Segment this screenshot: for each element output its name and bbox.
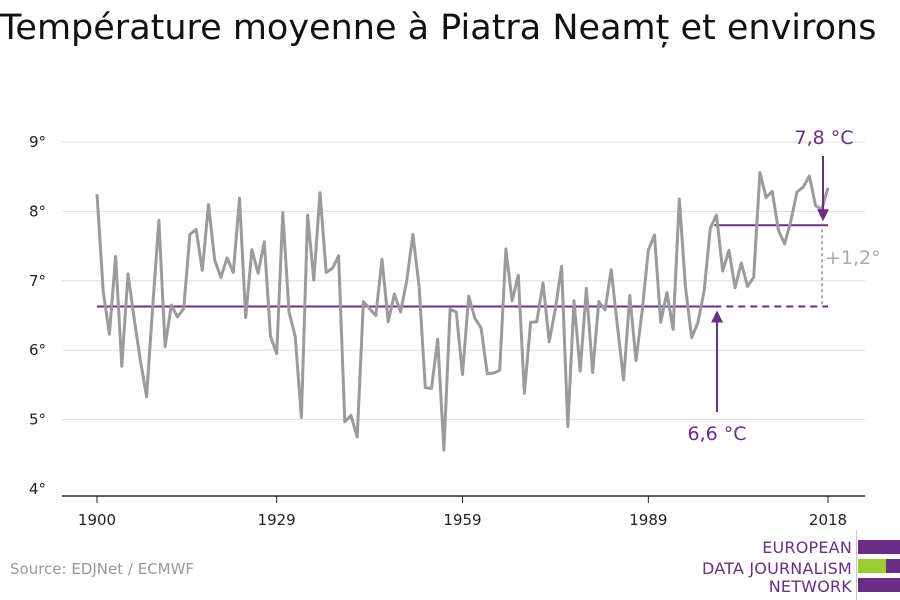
low-value-label: 6,6 °C [687, 423, 746, 445]
annotations: +1,2° 6,6 °C 7,8 °C [687, 127, 880, 445]
x-tick-label: 1959 [443, 511, 481, 529]
logo-bar-middle [858, 559, 886, 573]
delta-label: +1,2° [825, 247, 881, 269]
series-layer [95, 171, 830, 452]
line-chart: 4° 5° 6° 7° 8° 9° 1900 1929 1959 1989 2018 +1,2° 6,… [29, 127, 881, 529]
logo-bar-top [858, 540, 900, 554]
x-tick-label: 1989 [629, 511, 667, 529]
y-tick-label: 6° [29, 341, 46, 359]
x-tick-label: 1929 [258, 511, 296, 529]
reference-lines [97, 224, 828, 308]
logo-line-1: EUROPEAN [762, 538, 852, 557]
logo-divider [856, 530, 857, 600]
temperature-series-line [95, 171, 830, 452]
y-tick-label: 7° [29, 272, 46, 290]
x-tick-label: 1900 [78, 511, 116, 529]
y-tick-label: 9° [29, 133, 46, 151]
high-value-label: 7,8 °C [794, 127, 853, 149]
y-tick-label: 8° [29, 202, 46, 220]
logo-bar-bottom [858, 578, 900, 592]
logo-line-3: NETWORK [768, 577, 852, 596]
low-arrow-head [711, 310, 723, 323]
high-arrow-head [817, 209, 829, 222]
y-tick-label: 5° [29, 411, 46, 429]
axes: 4° 5° 6° 7° 8° 9° 1900 1929 1959 1989 2018 [29, 133, 865, 529]
logo-line-2: DATA JOURNALISM [702, 559, 852, 578]
source-note: Source: EDJNet / ECMWF [10, 560, 195, 578]
chart-title: Température moyenne à Piatra Neamț et en… [0, 8, 877, 48]
y-tick-label: 4° [29, 480, 46, 498]
edjnet-logo: EUROPEAN DATA JOURNALISM NETWORK [700, 530, 900, 600]
logo-bar-middle-end [886, 559, 900, 573]
x-tick-label: 2018 [809, 511, 847, 529]
